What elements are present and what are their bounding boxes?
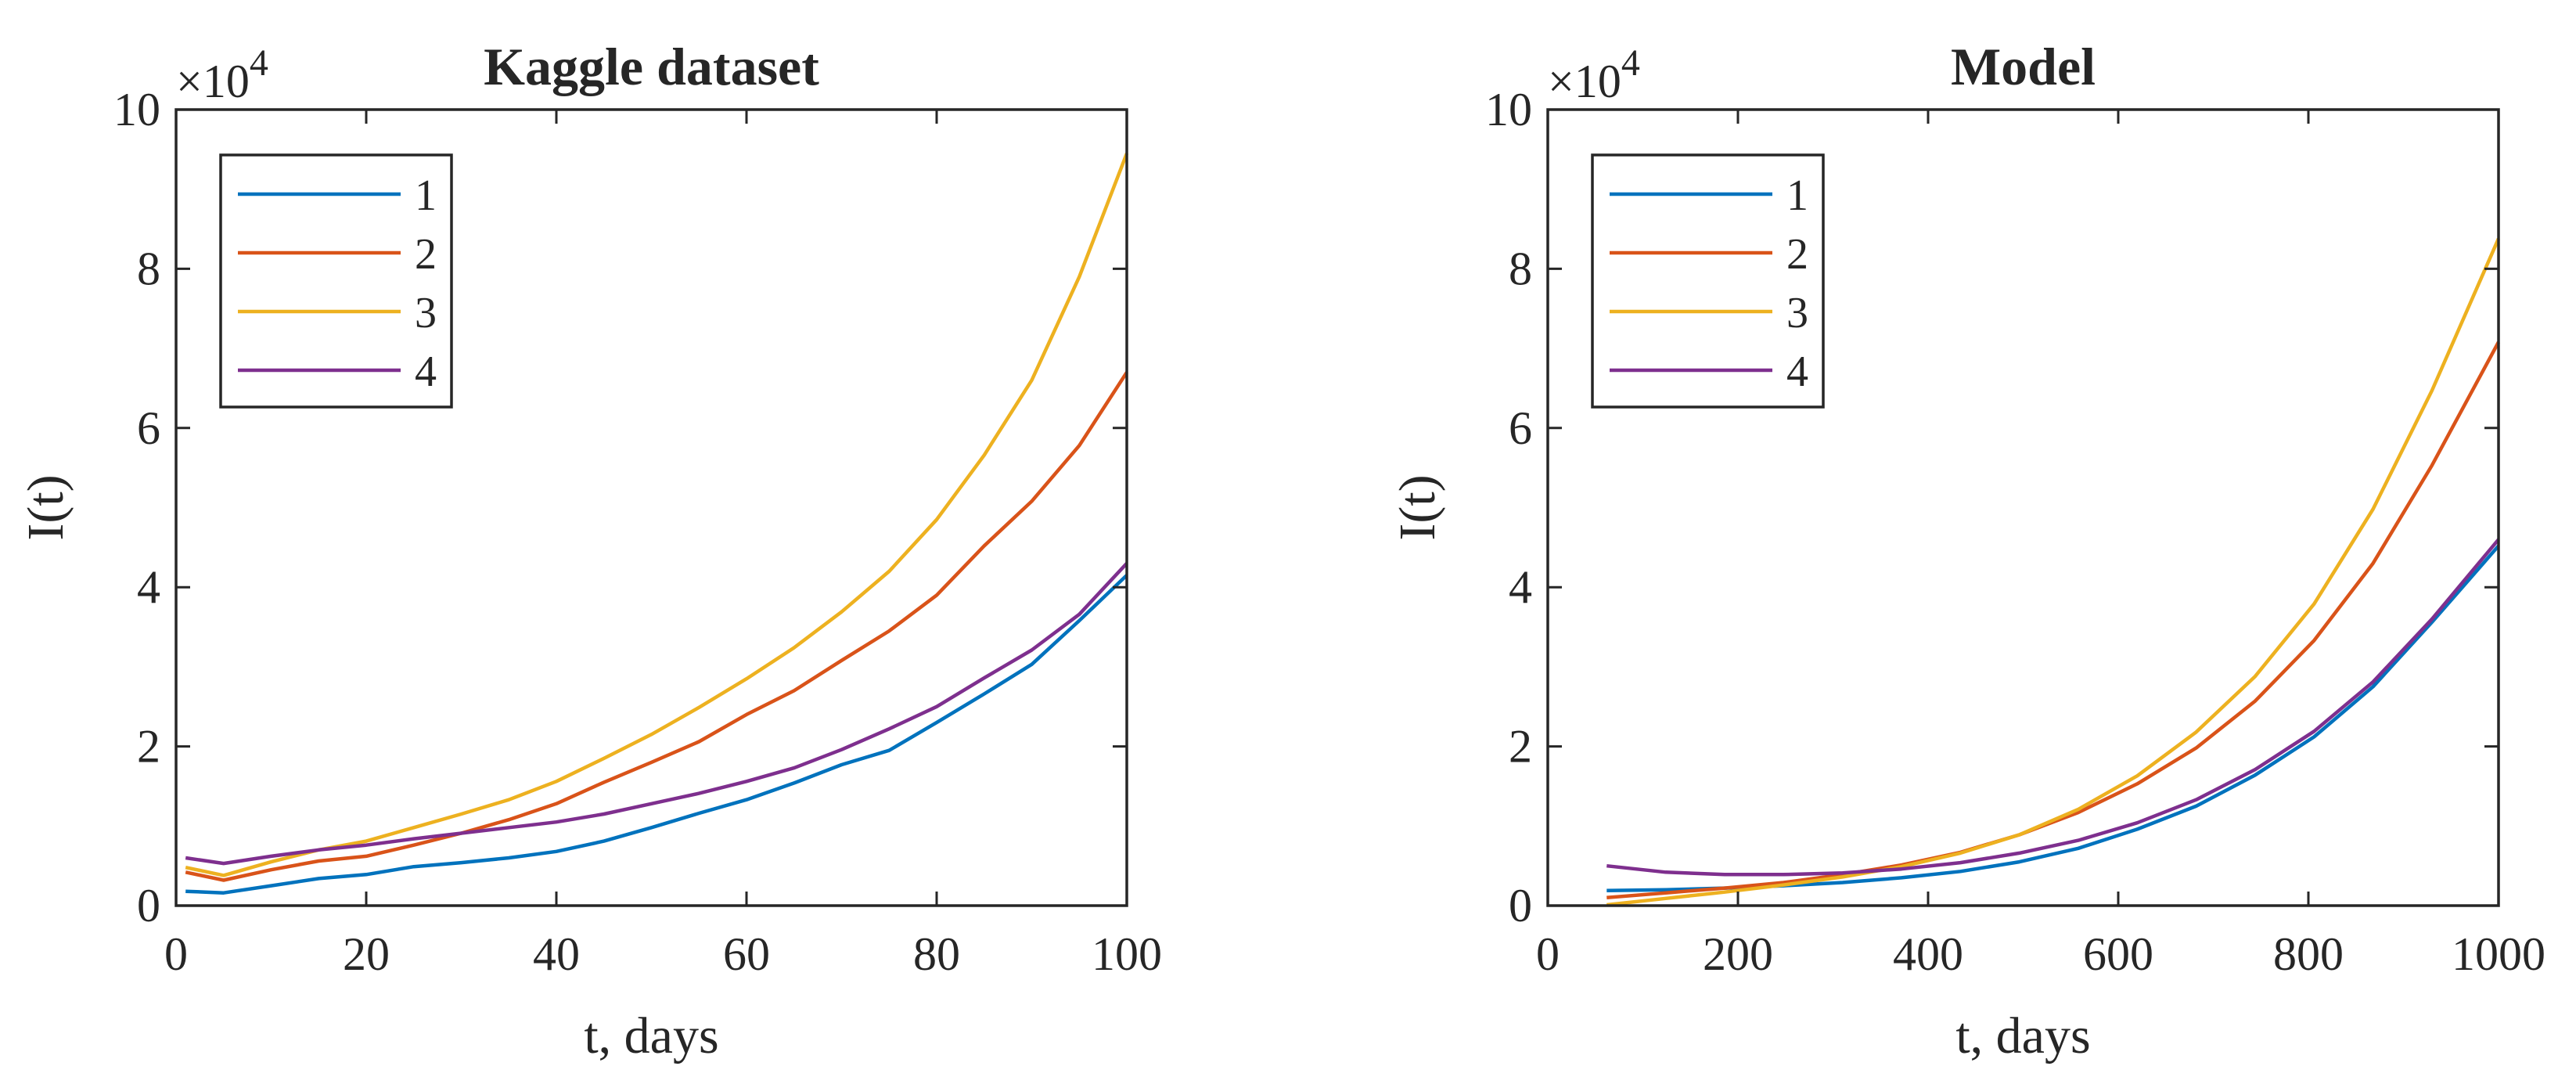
- y-tick-label: 0: [1509, 880, 1532, 931]
- y-exponent-label: ×104: [176, 42, 268, 107]
- y-tick-label: 8: [1509, 243, 1532, 294]
- y-tick-label: 6: [137, 402, 160, 454]
- x-tick-label: 600: [2083, 928, 2153, 980]
- y-exponent-base: ×10: [176, 56, 250, 107]
- y-tick-label: 2: [1509, 721, 1532, 773]
- series-line-2: [185, 371, 1128, 882]
- y-tick-label: 6: [1509, 402, 1532, 454]
- legend-label-3: 3: [415, 289, 437, 337]
- y-tick-label: 10: [113, 84, 160, 135]
- x-tick-label: 20: [343, 928, 390, 980]
- chart-title: Kaggle dataset: [484, 37, 819, 96]
- series-line-4: [1606, 538, 2500, 877]
- x-tick-label: 800: [2273, 928, 2344, 980]
- y-tick-label: 4: [137, 561, 160, 613]
- series-line-3: [1606, 237, 2501, 907]
- y-axis-label: I(t): [1389, 474, 1446, 540]
- x-axis-label: t, days: [1955, 1007, 2090, 1065]
- x-tick-label: 80: [913, 928, 960, 980]
- chart-title: Model: [1951, 37, 2096, 96]
- legend-label-4: 4: [415, 348, 437, 396]
- x-tick-label: 100: [1092, 928, 1162, 980]
- x-tick-label: 40: [533, 928, 580, 980]
- legend: 1 2 3 4: [1591, 153, 1825, 409]
- x-tick-label: 400: [1893, 928, 1963, 980]
- y-tick-label: 10: [1485, 84, 1532, 135]
- legend-label-2: 2: [1786, 230, 1808, 279]
- y-tick-label: 0: [137, 880, 160, 931]
- y-exponent-power: 4: [1621, 42, 1640, 84]
- x-tick-label: 1000: [2452, 928, 2545, 980]
- y-exponent-power: 4: [250, 42, 268, 84]
- axes-box: [174, 108, 1128, 907]
- series-line-1: [185, 574, 1128, 895]
- legend-label-1: 1: [1786, 171, 1808, 220]
- legend-label-1: 1: [415, 171, 437, 220]
- legend-box: [1591, 153, 1825, 409]
- y-tick-label: 2: [137, 721, 160, 773]
- x-tick-label: 60: [723, 928, 770, 980]
- y-tick-label: 4: [1509, 561, 1532, 613]
- x-tick-label: 200: [1703, 928, 1773, 980]
- legend-label-4: 4: [1786, 348, 1808, 396]
- x-tick-label: 0: [164, 928, 188, 980]
- series-line-4: [185, 562, 1128, 866]
- legend-label-3: 3: [1786, 289, 1808, 337]
- x-tick-label: 0: [1536, 928, 1560, 980]
- x-axis-label: t, days: [584, 1007, 718, 1065]
- y-axis-label: I(t): [17, 474, 74, 540]
- y-exponent-base: ×10: [1548, 56, 1621, 107]
- legend: 1 2 3 4: [219, 153, 453, 409]
- y-tick-label: 8: [137, 243, 160, 294]
- legend-box: [219, 153, 453, 409]
- y-exponent-label: ×104: [1548, 42, 1640, 107]
- legend-label-2: 2: [415, 230, 437, 279]
- axes-box: [1546, 108, 2500, 907]
